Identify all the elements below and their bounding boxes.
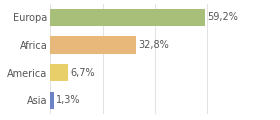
Bar <box>50 9 205 26</box>
Bar <box>50 64 68 81</box>
Text: 6,7%: 6,7% <box>70 68 95 78</box>
Text: 32,8%: 32,8% <box>138 40 169 50</box>
Bar <box>50 36 136 54</box>
Text: 59,2%: 59,2% <box>207 12 238 22</box>
Bar <box>50 92 54 109</box>
Text: 1,3%: 1,3% <box>56 95 80 105</box>
